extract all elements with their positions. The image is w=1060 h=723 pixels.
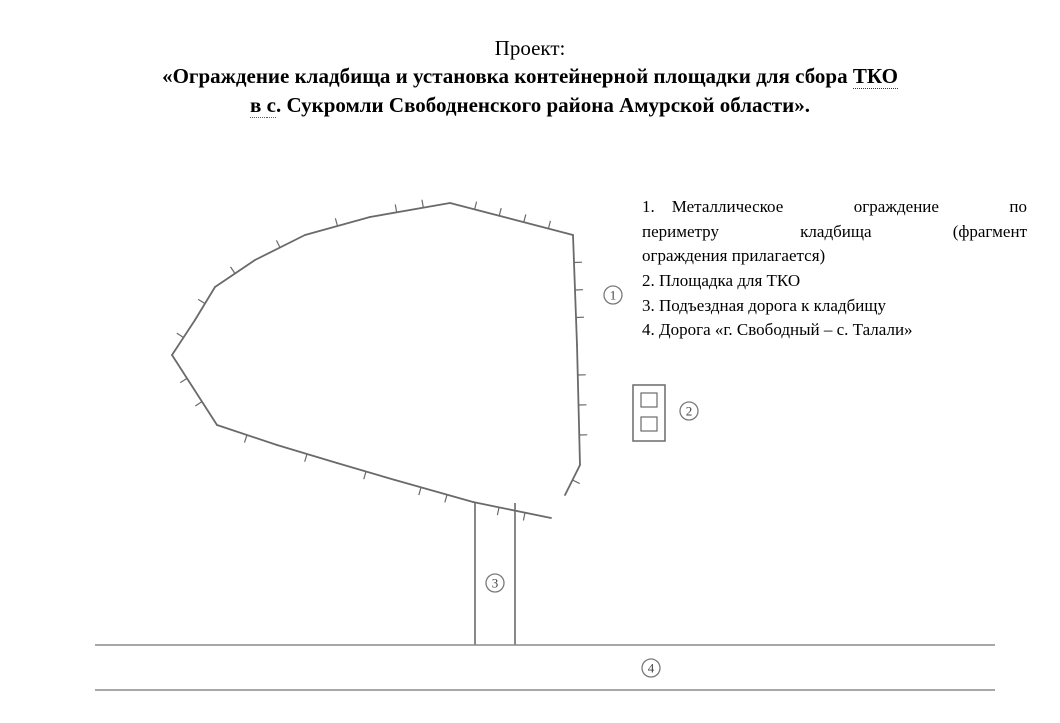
title-line-1: Проект: [0,34,1060,62]
spellcheck-tko: ТКО [853,64,898,89]
grammar-v: в [250,93,267,118]
title-line-3: в с. Сукромли Свободненского района Амур… [0,91,1060,119]
svg-text:4: 4 [648,661,655,676]
document-header: Проект: «Ограждение кладбища и установка… [0,0,1060,119]
title-line-2: «Ограждение кладбища и установка контейн… [0,62,1060,90]
title-line-3-post: . Сукромли Свободненского района Амурско… [276,93,810,117]
grammar-s: с [267,93,276,118]
site-diagram: 1 2 3 4 [95,165,995,705]
svg-text:1: 1 [610,288,617,303]
svg-text:2: 2 [686,404,693,419]
svg-text:3: 3 [492,576,499,591]
title-line-2-pre: «Ограждение кладбища и установка контейн… [162,64,853,88]
